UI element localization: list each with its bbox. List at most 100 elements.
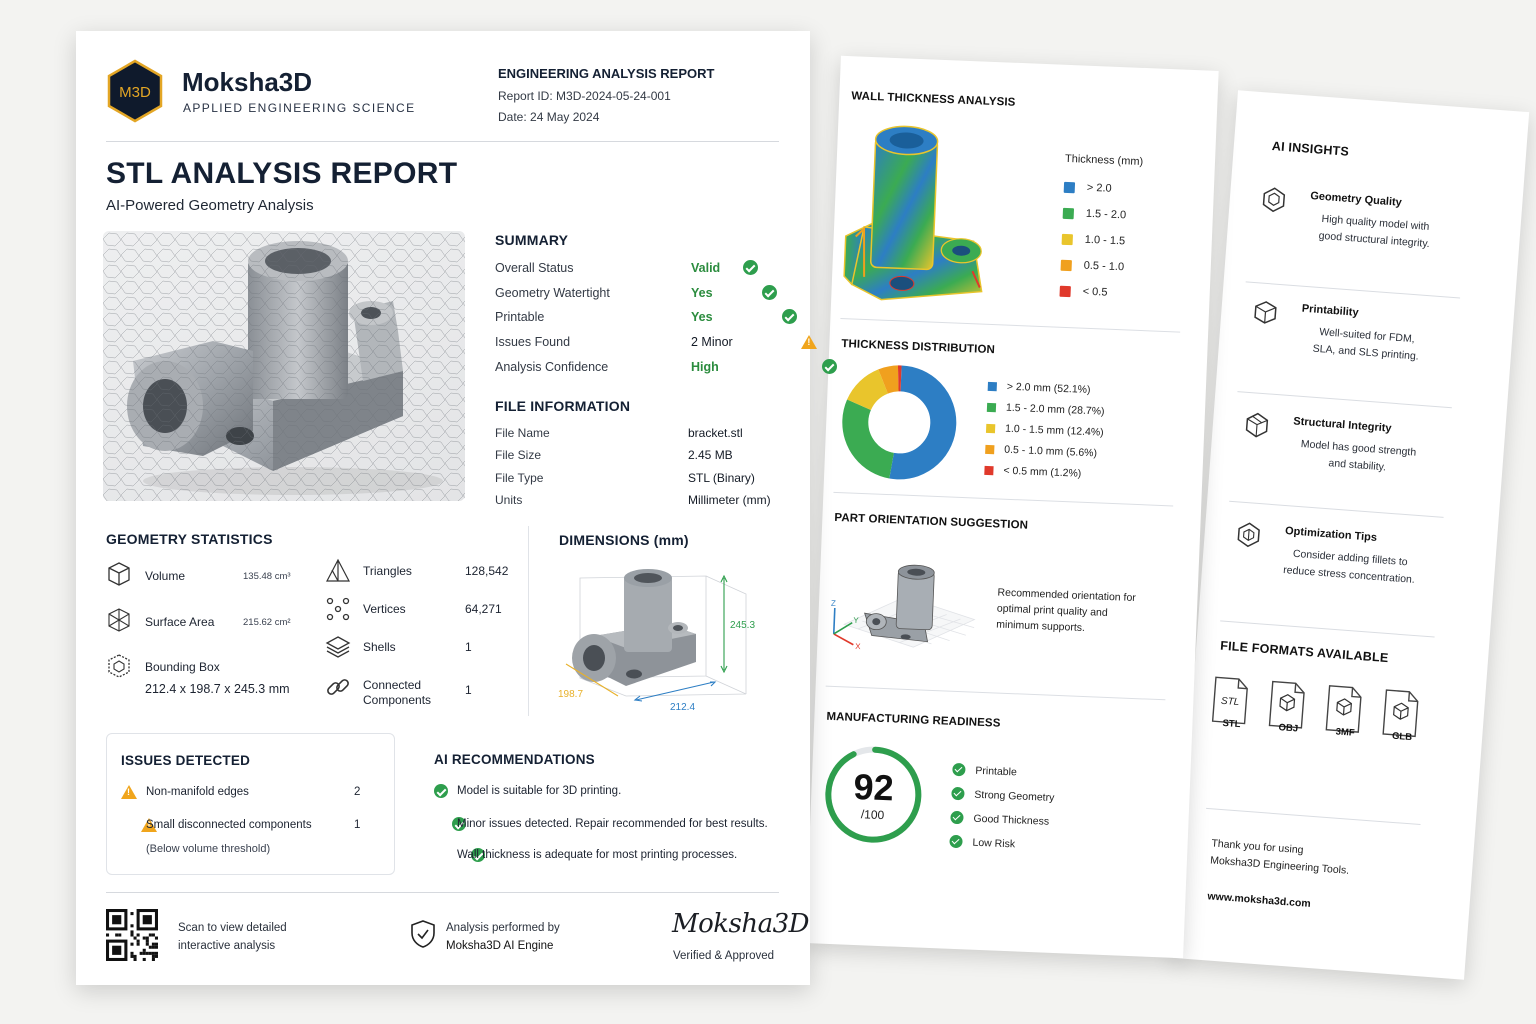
orientation-text: Recommended orientation for optimal prin…	[996, 584, 1136, 638]
brand-tagline: APPLIED ENGINEERING SCIENCE	[183, 101, 416, 115]
check-icon	[950, 810, 964, 825]
format-glb[interactable]: GLB	[1380, 688, 1426, 751]
wall-thickness-heatmap	[843, 125, 983, 301]
thickness-legend: > 2.0 1.5 - 2.0 1.0 - 1.5 0.5 - 1.0 < 0.…	[841, 56, 1219, 299]
insight-printability: Printability Well-suited for FDM, SLA, an…	[1237, 296, 1489, 414]
summary-value: Valid	[691, 261, 721, 275]
shield-check-icon	[411, 920, 435, 948]
readiness-checks: Printable Strong Geometry Good Thickness…	[841, 56, 1219, 850]
check-icon	[951, 786, 965, 801]
connected-label-line: Connected	[363, 678, 422, 692]
check-label: Low Risk	[972, 836, 1016, 850]
qr-code[interactable]	[106, 909, 158, 961]
stl-file-icon: STL	[1211, 676, 1248, 725]
qr-caption-line: interactive analysis	[178, 940, 276, 952]
check-icon	[821, 359, 837, 374]
engine-credit-line: Analysis performed by	[446, 922, 560, 934]
printability-icon	[1254, 301, 1277, 324]
triangles-label: Triangles	[363, 564, 412, 578]
width-dimension: 212.4	[670, 702, 695, 713]
legend-swatch	[985, 444, 995, 454]
bracket-render	[103, 231, 465, 501]
page-subtitle: AI-Powered Geometry Analysis	[106, 197, 314, 214]
warning-icon	[121, 785, 137, 799]
format-obj[interactable]: OBJ	[1266, 679, 1312, 742]
legend-swatch	[1061, 233, 1074, 245]
file-info-heading: FILE INFORMATION	[495, 398, 631, 414]
structural-integrity-icon	[1245, 412, 1269, 438]
model-preview	[103, 231, 465, 501]
thickness-distribution-heading: THICKNESS DISTRIBUTION	[841, 338, 996, 357]
signature: Moksha3D	[672, 909, 810, 939]
orientation-preview: Z X Y	[831, 564, 976, 651]
check-icon	[949, 834, 963, 849]
legend-swatch	[1060, 259, 1072, 271]
legend-label: 1.0 - 1.5 mm (12.4%)	[1004, 422, 1104, 439]
orientation-heading: PART ORIENTATION SUGGESTION	[834, 511, 1029, 532]
vertical-divider	[528, 526, 529, 716]
check-icon	[781, 309, 797, 324]
link-icon	[327, 679, 349, 695]
surface-area-label: Surface Area	[145, 615, 215, 629]
legend-item: 1.0 - 1.5	[1061, 233, 1126, 248]
check-label: Strong Geometry	[974, 788, 1055, 804]
format-stl[interactable]: STL STL	[1210, 675, 1256, 738]
summary-value: Yes	[691, 310, 713, 324]
recommendation-item: Model is suitable for 3D printing.	[457, 785, 622, 797]
engine-credit-line: Moksha3D AI Engine	[446, 940, 554, 952]
report-date: Date: 24 May 2024	[498, 110, 600, 124]
divider	[840, 317, 1181, 333]
thanks-text: Thank you for using Moksha3D Engineering…	[1210, 835, 1351, 879]
page-title: STL ANALYSIS REPORT	[106, 157, 458, 190]
check-label: Good Thickness	[973, 812, 1050, 828]
shells-value: 1	[465, 640, 472, 654]
legend-swatch	[1063, 181, 1076, 193]
readiness-score: 92	[853, 766, 895, 809]
insight-structural-integrity: Structural Integrity Model has good stre…	[1229, 409, 1481, 527]
legend-swatch	[987, 381, 998, 391]
legend-item: 1.0 - 1.5 mm (12.4%)	[985, 422, 1104, 439]
summary-label: Overall Status	[495, 261, 574, 275]
issue-count: 1	[354, 819, 361, 831]
thickness-legend-title: Thickness (mm)	[1064, 152, 1144, 168]
legend-item: 1.5 - 2.0 mm (28.7%)	[986, 401, 1105, 418]
readiness-check-item: Printable	[952, 762, 1017, 779]
summary-label: Issues Found	[495, 335, 571, 349]
website-link[interactable]: www.moksha3d.com	[1207, 890, 1312, 911]
ai-insights-heading: AI INSIGHTS	[1271, 138, 1350, 159]
summary-value: Yes	[691, 286, 713, 300]
check-icon	[762, 285, 778, 300]
cube-icon	[108, 562, 130, 586]
thickness-donut-chart	[842, 365, 957, 480]
geometry-quality-icon	[1262, 187, 1286, 213]
volume-label: Volume	[145, 569, 186, 583]
file-info-value: bracket.stl	[688, 426, 743, 440]
insight-title: Geometry Quality	[1309, 190, 1403, 209]
readiness-gauge-fill	[825, 746, 922, 843]
insights-page: AI INSIGHTS Geometry Quality High qualit…	[1172, 90, 1530, 980]
geometry-heading: GEOMETRY STATISTICS	[106, 531, 273, 547]
recommendation-item: Wall thickness is adequate for most prin…	[457, 849, 738, 861]
legend-item: < 0.5 mm (1.2%)	[984, 464, 1082, 480]
format-3mf[interactable]: 3MF	[1323, 684, 1369, 747]
report-id: Report ID: M3D-2024-05-24-001	[498, 89, 671, 103]
insight-title: Structural Integrity	[1292, 415, 1392, 435]
divider	[833, 491, 1174, 507]
legend-item: > 2.0 mm (52.1%)	[987, 380, 1091, 396]
file-formats-row: STL STL OBJ 3MF GLB	[1209, 675, 1454, 763]
vertices-label: Vertices	[363, 602, 406, 616]
insight-optimization-tips: Optimization Tips Consider adding fillet…	[1220, 519, 1472, 637]
dimensions-diagram: 245.3 212.4 198.7	[558, 569, 755, 713]
glb-file-icon	[1382, 689, 1419, 738]
divider	[1206, 807, 1421, 826]
wall-thickness-heading: WALL THICKNESS ANALYSIS	[851, 90, 1016, 109]
legend-swatch	[984, 465, 994, 475]
legend-item: 0.5 - 1.0	[1060, 259, 1124, 273]
height-dimension: 245.3	[730, 620, 755, 631]
legend-label: 1.0 - 1.5	[1084, 233, 1126, 248]
file-formats-heading: FILE FORMATS AVAILABLE	[1219, 638, 1389, 666]
vertices-value: 64,271	[465, 602, 502, 616]
file-info-label: Units	[495, 493, 523, 507]
legend-item: < 0.5	[1059, 285, 1108, 299]
dimensions-heading: DIMENSIONS (mm)	[559, 532, 689, 548]
